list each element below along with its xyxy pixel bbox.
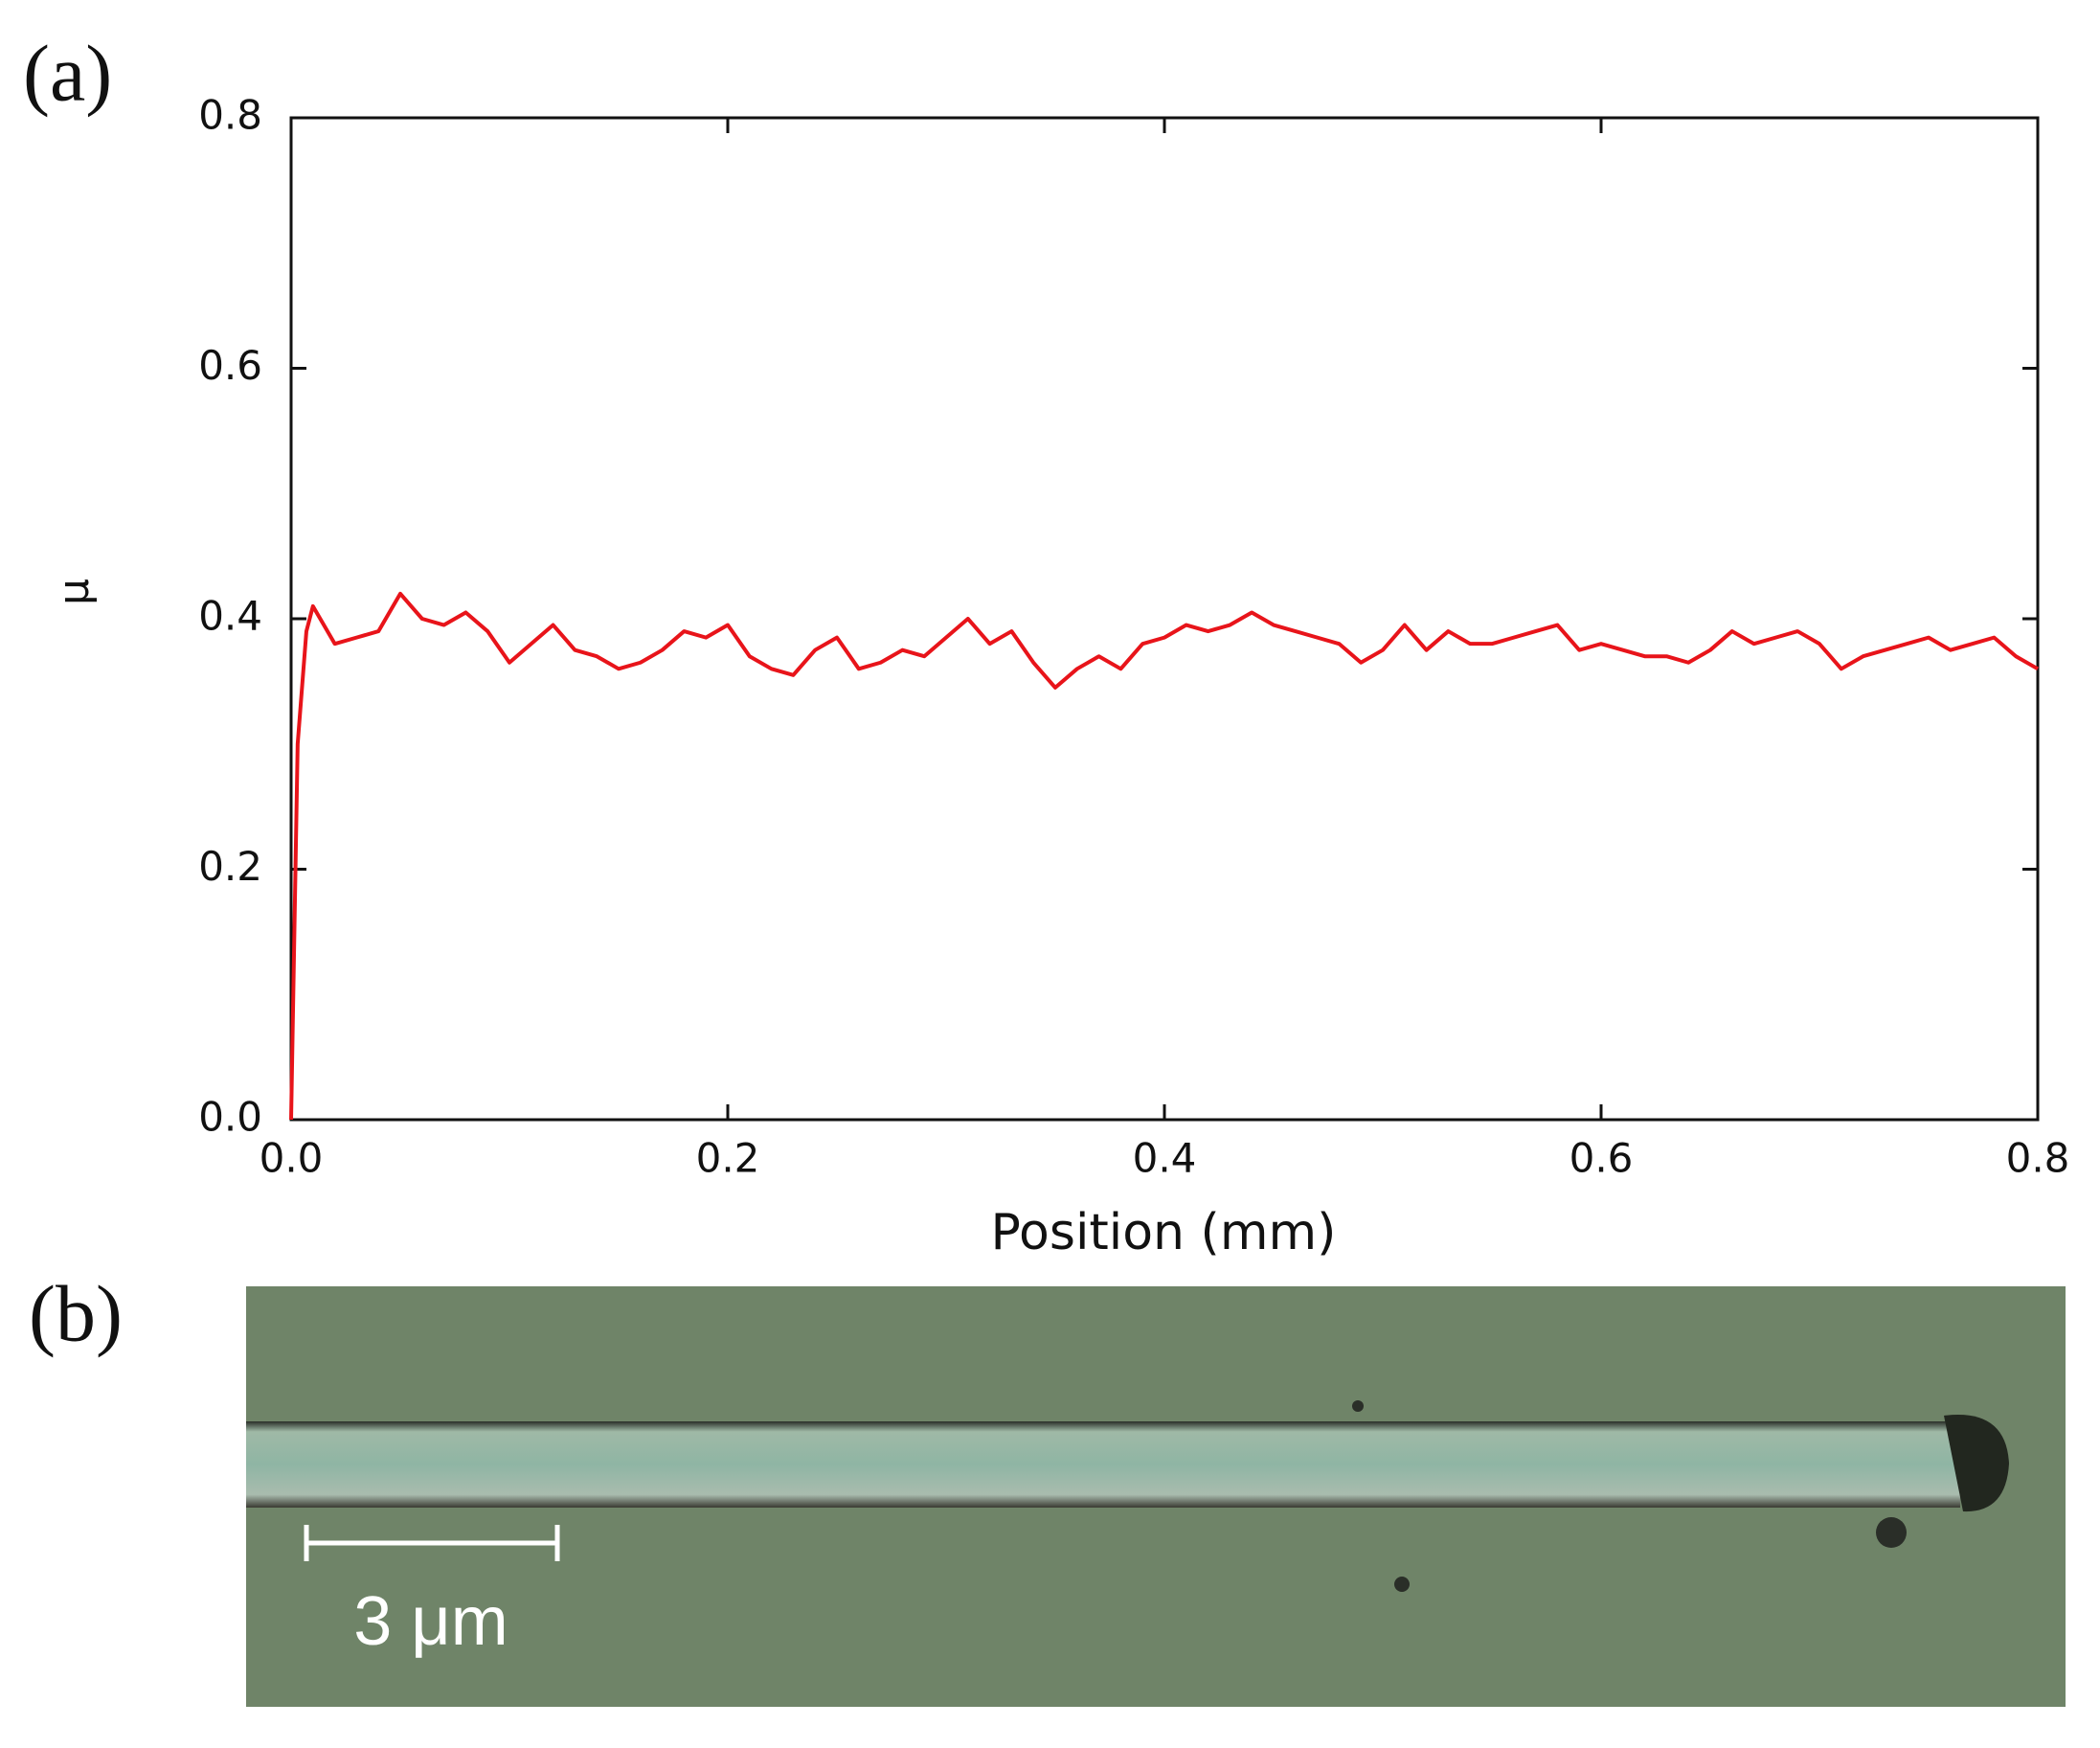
panel-label: (a) bbox=[23, 29, 112, 118]
fiber-tip bbox=[1944, 1415, 2009, 1512]
plot-frame bbox=[289, 116, 2040, 1122]
data-line bbox=[289, 591, 2039, 1121]
scale-bar-label: 3 μm bbox=[353, 1583, 508, 1660]
fiber bbox=[246, 1421, 1960, 1508]
particle bbox=[1876, 1517, 1907, 1548]
x-tick-label: 0.4 bbox=[1133, 1135, 1197, 1182]
x-tick-label: 0.6 bbox=[1569, 1135, 1634, 1182]
y-tick-label: 0.2 bbox=[198, 843, 262, 890]
y-tick-label: 0.6 bbox=[198, 342, 262, 389]
particle bbox=[1352, 1400, 1364, 1412]
y-tick-label: 0.8 bbox=[198, 92, 262, 139]
scale-bar bbox=[304, 1525, 560, 1561]
x-tick-label: 0.2 bbox=[696, 1135, 760, 1182]
x-tick-label: 0.0 bbox=[260, 1135, 324, 1182]
y-tick-label: 0.0 bbox=[198, 1094, 262, 1141]
x-tick-label: 0.8 bbox=[2006, 1135, 2070, 1182]
y-axis-label: μ bbox=[50, 579, 99, 605]
y-tick-label: 0.4 bbox=[198, 593, 262, 640]
plot: 0.0 0.2 0.4 0.6 0.8 0.0 0.2 0.4 0.6 0.8 bbox=[198, 92, 2069, 1182]
particle bbox=[1394, 1577, 1410, 1592]
x-axis-label: Position (mm) bbox=[991, 1204, 1337, 1261]
panel-label: (b) bbox=[29, 1269, 123, 1358]
